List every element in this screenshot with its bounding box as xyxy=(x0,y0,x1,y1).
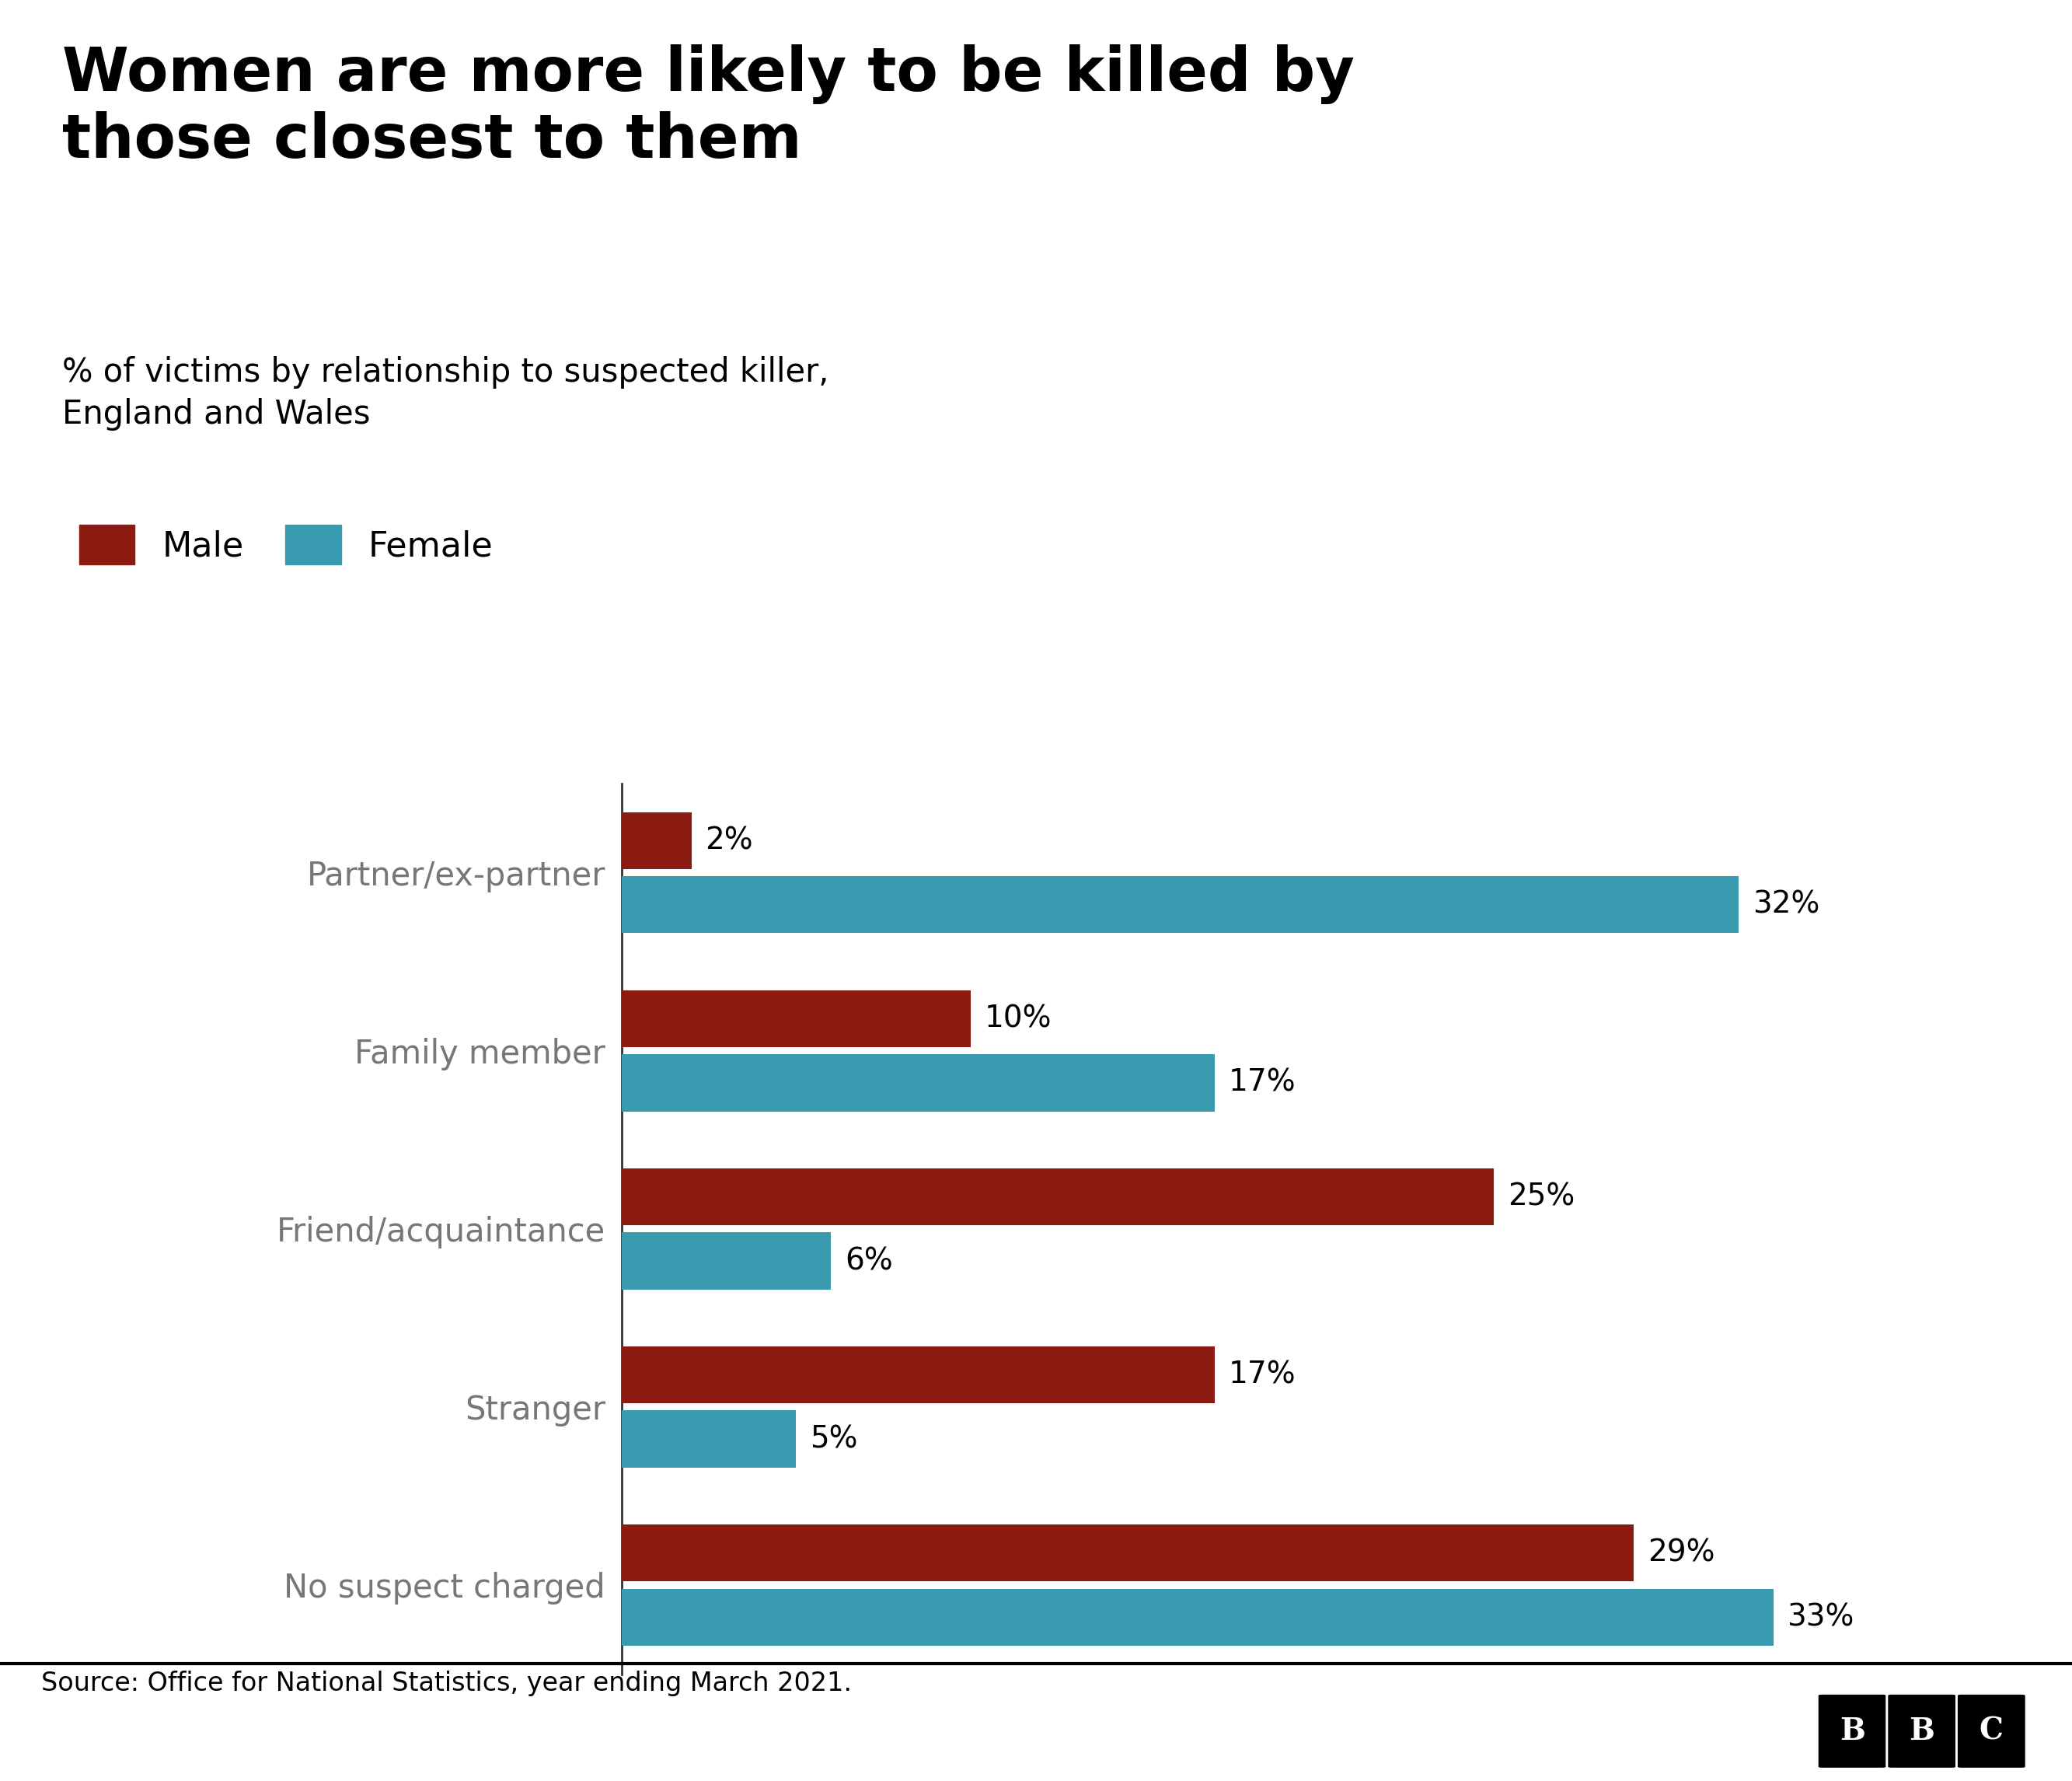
Legend: Male, Female: Male, Female xyxy=(79,525,493,565)
Bar xyxy=(622,1525,1633,1582)
Text: B: B xyxy=(1908,1717,1935,1745)
Text: 32%: 32% xyxy=(1753,890,1819,919)
Text: 17%: 17% xyxy=(1229,1361,1297,1389)
Bar xyxy=(622,1168,1494,1225)
Bar xyxy=(622,1232,831,1289)
FancyBboxPatch shape xyxy=(1817,1694,1888,1769)
Text: Women are more likely to be killed by
those closest to them: Women are more likely to be killed by th… xyxy=(62,45,1355,171)
Text: 10%: 10% xyxy=(984,1004,1053,1033)
Text: Source: Office for National Statistics, year ending March 2021.: Source: Office for National Statistics, … xyxy=(41,1671,852,1696)
Text: 2%: 2% xyxy=(704,826,754,855)
FancyBboxPatch shape xyxy=(1888,1694,1956,1769)
Bar xyxy=(622,1589,1774,1646)
Text: 5%: 5% xyxy=(810,1425,858,1453)
Text: 33%: 33% xyxy=(1788,1603,1854,1631)
Text: C: C xyxy=(1979,1717,2004,1745)
Text: B: B xyxy=(1840,1717,1865,1745)
Bar xyxy=(622,1346,1214,1403)
Text: 25%: 25% xyxy=(1508,1183,1575,1211)
Text: 6%: 6% xyxy=(845,1247,893,1275)
Bar xyxy=(622,812,692,869)
Bar xyxy=(622,876,1738,933)
Text: 17%: 17% xyxy=(1229,1069,1297,1097)
FancyBboxPatch shape xyxy=(1956,1694,2026,1769)
Bar xyxy=(622,990,970,1047)
Text: % of victims by relationship to suspected killer,
England and Wales: % of victims by relationship to suspecte… xyxy=(62,356,829,431)
Bar xyxy=(622,1411,796,1468)
Bar xyxy=(622,1054,1214,1111)
Text: 29%: 29% xyxy=(1647,1539,1716,1567)
